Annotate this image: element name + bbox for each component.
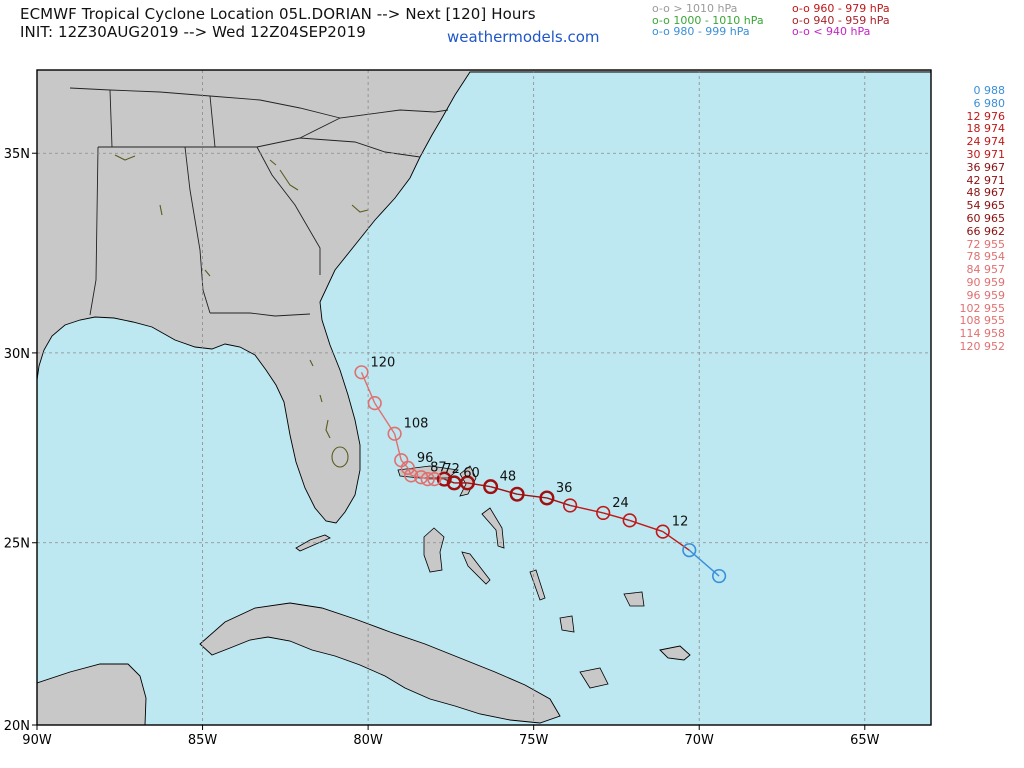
- land-cuba: [199, 602, 561, 724]
- lon-tick-label: 75W: [519, 733, 549, 748]
- lat-tick-label: 25N: [4, 537, 30, 552]
- track-point-42: [509, 486, 525, 502]
- island-andros: [423, 527, 445, 573]
- lat-tick-label: 35N: [4, 147, 30, 162]
- hour-pressure-row: 18 974: [966, 122, 1006, 136]
- lon-tick-label: 90W: [22, 733, 52, 748]
- track-point-12: [655, 524, 670, 539]
- hour-pressure-row: 120 952: [959, 339, 1006, 353]
- legend-pressure-940-959: o-o 940 - 959 hPa: [792, 14, 890, 27]
- track-point-78: [420, 472, 435, 487]
- island-eleuthera: [481, 507, 505, 549]
- track-segment: [411, 474, 422, 478]
- legend-pressure-1000-1010: o-o 1000 - 1010 hPa: [652, 14, 764, 27]
- site-watermark: weathermodels.com: [447, 28, 600, 46]
- hour-pressure-row: 6 980: [973, 96, 1006, 110]
- track-segment: [662, 531, 690, 551]
- track-segment: [467, 482, 491, 488]
- hour-pressure-row: 108 955: [959, 314, 1006, 328]
- hour-pressure-row: 72 955: [966, 237, 1006, 251]
- track-point-108: [387, 426, 402, 441]
- map-frame: [36, 69, 932, 726]
- hour-pressure-row: 114 958: [959, 327, 1006, 341]
- hour-pressure-row: 84 957: [966, 263, 1006, 277]
- legend-pressure-980-999: o-o 980 - 999 hPa: [652, 25, 750, 38]
- legend-pressure-960-979: o-o 960 - 979 hPa: [792, 2, 890, 15]
- hour-pressure-row: 0 988: [973, 84, 1006, 97]
- hour-pressure-row: 30 971: [966, 147, 1006, 161]
- island-acklins: [559, 615, 575, 633]
- lon-tick-label: 70W: [685, 733, 715, 748]
- track-segment: [393, 433, 402, 461]
- track-hour-label: 12: [672, 515, 689, 530]
- lon-tick-label: 65W: [850, 733, 880, 748]
- land-hispaniola: [659, 645, 691, 661]
- hour-pressure-row: 42 971: [966, 173, 1006, 187]
- track-point-102: [394, 453, 409, 468]
- track-point-24: [596, 505, 611, 521]
- track-hour-label: 72: [443, 462, 460, 477]
- lon-tick-label: 85W: [188, 733, 218, 748]
- track-hour-label: 96: [417, 451, 434, 466]
- track-point-36: [539, 490, 555, 506]
- hour-pressure-row: 66 962: [966, 224, 1006, 238]
- land-areas: [37, 70, 931, 725]
- track-segment: [400, 459, 409, 469]
- track-point-48: [483, 479, 499, 495]
- hour-pressure-row: 96 959: [966, 288, 1006, 302]
- land-yucatan: [37, 663, 147, 725]
- lon-tick-label: 80W: [353, 733, 383, 748]
- hour-pressure-row: 12 976: [966, 109, 1006, 123]
- track-point-90: [404, 468, 419, 483]
- track-segment: [546, 497, 571, 507]
- track-point-0: [711, 568, 727, 584]
- track-point-114: [367, 396, 382, 411]
- hour-pressure-row: 102 955: [959, 301, 1006, 315]
- track-point-72: [427, 472, 442, 487]
- track-point-120: [354, 365, 369, 380]
- legend-pressure-gt1010: o-o > 1010 hPa: [652, 2, 738, 15]
- island-exuma: [461, 551, 491, 585]
- island-great-inagua: [579, 667, 609, 689]
- track-segment: [490, 486, 518, 495]
- islands: [295, 465, 645, 689]
- legend-pressure-lt940: o-o < 940 hPa: [792, 25, 871, 38]
- track-point-18: [622, 513, 637, 528]
- track-hour-label: 36: [556, 481, 573, 496]
- track-point-6: [682, 543, 697, 558]
- track-point-66: [436, 471, 452, 487]
- island-caicos: [623, 591, 645, 607]
- lat-tick-label: 30N: [4, 347, 30, 362]
- hour-pressure-row: 24 974: [966, 135, 1006, 149]
- state-borders: [69, 87, 449, 317]
- track-hour-label: 120: [370, 355, 395, 370]
- track-hour-label: 87: [430, 460, 447, 475]
- hour-pressure-row: 78 954: [966, 250, 1006, 264]
- track-segment: [517, 493, 547, 499]
- init-time-label: INIT: 12Z30AUG2019 --> Wed 12Z04SEP2019: [20, 23, 366, 41]
- gridlines: [37, 70, 931, 725]
- lakes-rivers: [114, 154, 369, 468]
- hour-pressure-row: 48 967: [966, 186, 1006, 200]
- hour-pressure-row: 60 965: [966, 211, 1006, 225]
- hour-pressure-row: 54 965: [966, 199, 1006, 213]
- hour-pressure-row: 36 967: [966, 160, 1006, 174]
- track-hour-label: 24: [612, 496, 629, 511]
- track-hour-label: 60: [463, 466, 480, 481]
- track-hour-label: 48: [500, 470, 517, 485]
- hour-pressure-list: 0 988 6 980 12 976 18 974 24 974 30 971 36 967…: [959, 84, 1006, 354]
- hour-pressure-row: 90 959: [966, 275, 1006, 289]
- track-point-30: [562, 498, 578, 513]
- lat-tick-label: 20N: [4, 719, 30, 734]
- track-hour-label: 108: [404, 417, 429, 432]
- chart-title: ECMWF Tropical Cyclone Location 05L.DORI…: [20, 5, 536, 23]
- track-point-84: [413, 470, 429, 485]
- track-segment: [603, 512, 630, 522]
- land-us: [37, 70, 931, 524]
